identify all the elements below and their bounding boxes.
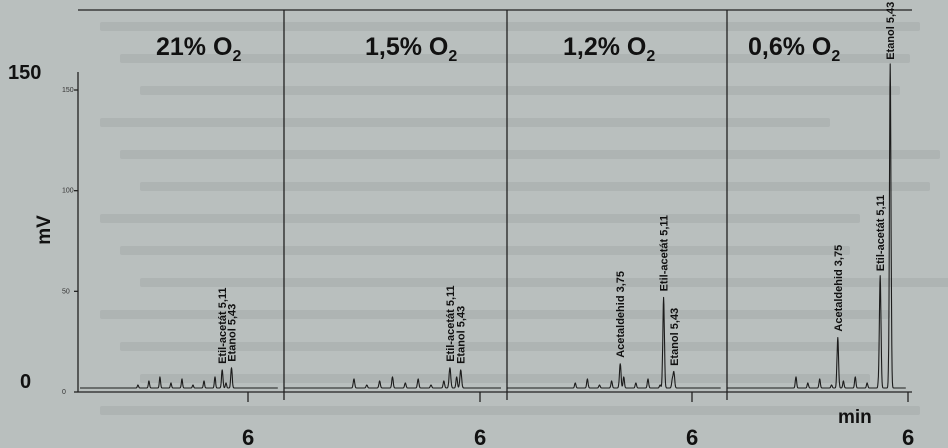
peak-label-3-2: Etil-acetát 5,11 <box>659 215 671 291</box>
peak-label-2-2: Etanol 5,43 <box>456 306 468 364</box>
chromatogram-trace-1 <box>79 367 279 389</box>
x-tick-label-3: 6 <box>686 425 698 448</box>
chromatogram-trace-4 <box>726 63 907 389</box>
panel-title-3: 1,2% O2 <box>563 33 655 65</box>
y-tick-label-0: 0 <box>20 371 31 393</box>
y-minor-tick-label-0: 0 <box>62 389 66 396</box>
y-axis-title: mV <box>34 215 55 245</box>
peak-label-1-2: Etanol 5,43 <box>227 304 239 362</box>
y-tick-label-150: 150 <box>8 62 41 84</box>
peak-label-2-1: Etil-acetát 5,11 <box>445 285 457 361</box>
panel-title-4: 0,6% O2 <box>748 33 840 65</box>
panel-4: 0,6% O2 6 Acetaldehid 3,75 Etil-acetát 5,11… <box>726 2 914 448</box>
panel-3: 1,2% O2 6 Acetaldehid 3,75 Etil-acetát 5,11… <box>506 33 721 448</box>
x-tick-label-4: 6 <box>902 425 914 448</box>
x-axis-unit-label: min <box>838 407 872 428</box>
peak-label-4-3: Etanol 5,43 <box>885 2 897 60</box>
peak-label-4-1: Acetaldehid 3,75 <box>833 245 845 332</box>
peak-label-4-2: Etil-acetát 5,11 <box>875 195 887 271</box>
x-tick-label-1: 6 <box>242 425 254 448</box>
x-tick-label-2: 6 <box>474 425 486 448</box>
peak-label-3-1: Acetaldehid 3,75 <box>615 271 627 358</box>
y-minor-tick-label-150: 150 <box>62 87 74 94</box>
panel-frames <box>78 9 912 400</box>
peak-label-3-3: Etanol 5,43 <box>669 308 681 366</box>
y-axis: 150 0 mV 150 100 50 0 <box>8 62 79 396</box>
panel-title-2: 1,5% O2 <box>365 33 457 65</box>
y-minor-tick-label-50: 50 <box>62 288 70 295</box>
y-minor-tick-label-100: 100 <box>62 188 74 195</box>
chromatogram-trace-2 <box>283 367 502 389</box>
chromatogram-trace-3 <box>506 296 721 389</box>
peak-label-1-1: Etil-acetát 5,11 <box>217 287 229 363</box>
panel-title-1: 21% O2 <box>156 33 241 65</box>
